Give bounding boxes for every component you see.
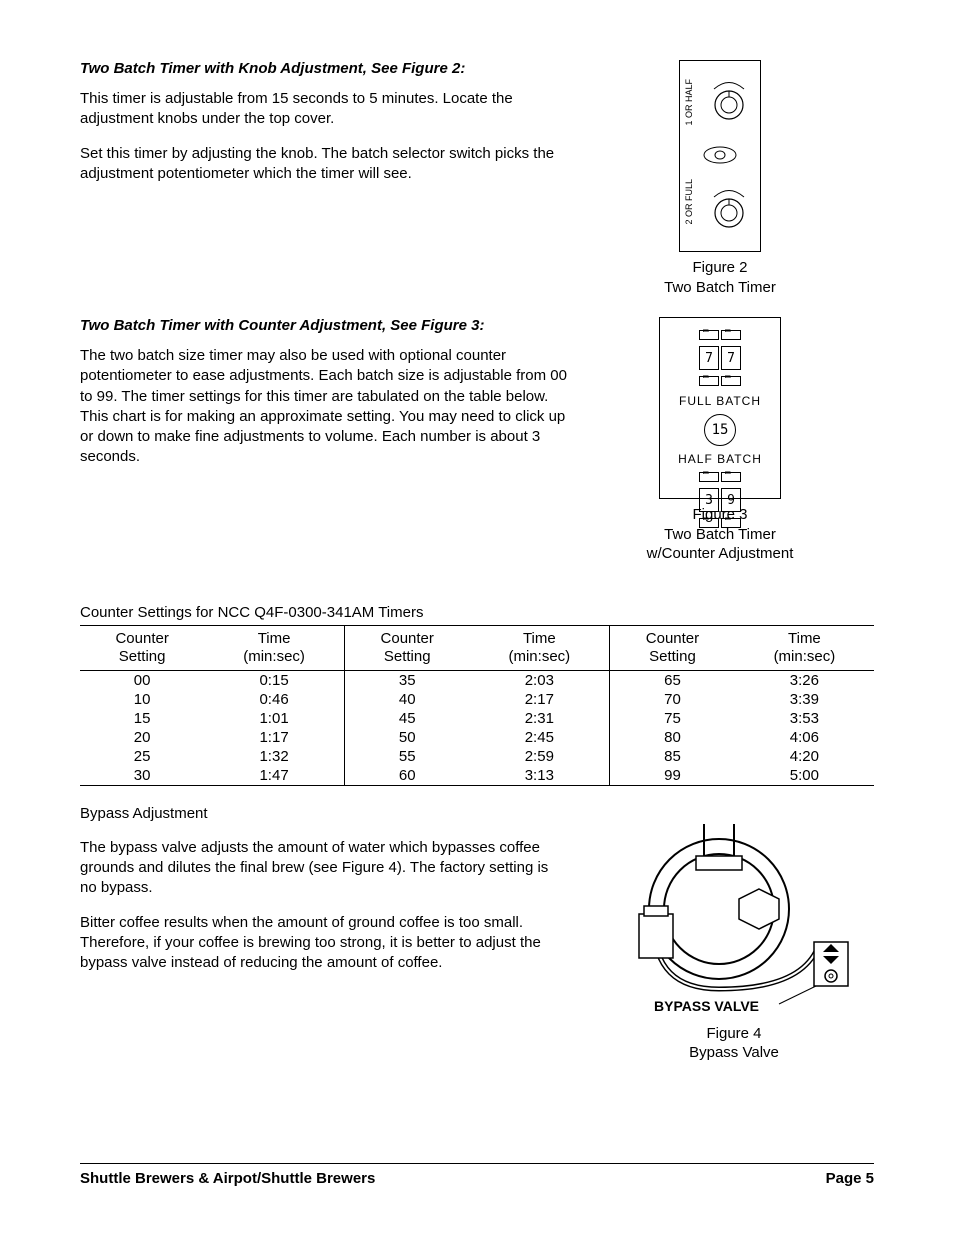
table-header: CounterSetting (344, 625, 469, 670)
table-cell: 75 (610, 709, 735, 728)
slot-icon (699, 376, 719, 386)
slot-icon (721, 376, 741, 386)
table-header: Time(min:sec) (470, 625, 610, 670)
table-cell: 65 (610, 670, 735, 690)
table-cell: 10 (80, 690, 204, 709)
table-cell: 15 (80, 709, 204, 728)
section2-text: Two Batch Timer with Counter Adjustment,… (80, 317, 570, 564)
half-batch-label: HALF BATCH (660, 452, 780, 466)
table-cell: 3:39 (735, 690, 874, 709)
section2-heading: Two Batch Timer with Counter Adjustment,… (80, 317, 570, 334)
slot-icon (699, 472, 719, 482)
section1-p2: Set this timer by adjusting the knob. Th… (80, 144, 570, 185)
bypass-p1: The bypass valve adjusts the amount of w… (80, 838, 564, 899)
table-cell: 1:47 (204, 766, 344, 786)
slot-icon (721, 518, 741, 528)
footer-page: Page 5 (826, 1170, 874, 1187)
table-header: CounterSetting (610, 625, 735, 670)
table-cell: 3:53 (735, 709, 874, 728)
full-batch-label: FULL BATCH (660, 394, 780, 408)
table-cell: 60 (344, 766, 469, 786)
table-cell: 1:32 (204, 747, 344, 766)
table-cell: 50 (344, 728, 469, 747)
section-knob-adjustment: Two Batch Timer with Knob Adjustment, Se… (80, 60, 874, 297)
digit-display: 7 (699, 346, 719, 370)
table-cell: 4:20 (735, 747, 874, 766)
knob-icon (704, 71, 754, 131)
counter-settings-table: CounterSetting Time(min:sec) CounterSett… (80, 625, 874, 786)
slot-icon (699, 518, 719, 528)
fig2-label-half: 1 OR HALF (684, 79, 694, 126)
figure-4-container: BYPASS VALVE Figure 4 Bypass Valve (594, 804, 874, 1063)
digit-display: 9 (721, 488, 741, 512)
section1-heading: Two Batch Timer with Knob Adjustment, Se… (80, 60, 570, 77)
bypass-valve-illustration: BYPASS VALVE (604, 814, 864, 1024)
bypass-valve-label: BYPASS VALVE (654, 998, 759, 1014)
table-cell: 1:17 (204, 728, 344, 747)
table-title: Counter Settings for NCC Q4F-0300-341AM … (80, 604, 874, 621)
table-cell: 5:00 (735, 766, 874, 786)
table-header: Time(min:sec) (204, 625, 344, 670)
table-cell: 1:01 (204, 709, 344, 728)
table-cell: 70 (610, 690, 735, 709)
slot-icon (699, 330, 719, 340)
section1-p1: This timer is adjustable from 15 seconds… (80, 89, 570, 130)
table-cell: 85 (610, 747, 735, 766)
center-dial: 15 (704, 414, 736, 446)
section1-text: Two Batch Timer with Knob Adjustment, Se… (80, 60, 570, 297)
switch-icon (702, 145, 738, 165)
section2-p1: The two batch size timer may also be use… (80, 346, 570, 468)
table-row: 301:47603:13995:00 (80, 766, 874, 786)
table-row: 201:17502:45804:06 (80, 728, 874, 747)
page-footer: Shuttle Brewers & Airpot/Shuttle Brewers… (80, 1163, 874, 1187)
table-cell: 0:15 (204, 670, 344, 690)
table-row: 000:15352:03653:26 (80, 670, 874, 690)
table-cell: 2:45 (470, 728, 610, 747)
table-cell: 35 (344, 670, 469, 690)
table-cell: 45 (344, 709, 469, 728)
slot-icon (721, 472, 741, 482)
table-cell: 3:26 (735, 670, 874, 690)
figure-3-illustration: 77 FULL BATCH 15 HALF BATCH 39 (659, 317, 781, 499)
table-cell: 40 (344, 690, 469, 709)
table-cell: 20 (80, 728, 204, 747)
section-counter-adjustment: Two Batch Timer with Counter Adjustment,… (80, 317, 874, 564)
table-row: 251:32552:59854:20 (80, 747, 874, 766)
bypass-heading: Bypass Adjustment (80, 804, 564, 824)
table-cell: 2:03 (470, 670, 610, 690)
table-header: Time(min:sec) (735, 625, 874, 670)
figure-2-illustration: 1 OR HALF 2 OR FULL (679, 60, 761, 252)
table-row: 151:01452:31753:53 (80, 709, 874, 728)
knob-icon (704, 179, 754, 239)
figure-4-caption: Figure 4 Bypass Valve (594, 1024, 874, 1063)
table-cell: 30 (80, 766, 204, 786)
table-cell: 2:59 (470, 747, 610, 766)
bypass-p2: Bitter coffee results when the amount of… (80, 913, 564, 974)
slot-icon (721, 330, 741, 340)
bypass-text: Bypass Adjustment The bypass valve adjus… (80, 804, 564, 1063)
table-row: 100:46402:17703:39 (80, 690, 874, 709)
figure-2-container: 1 OR HALF 2 OR FULL Figure 2 Two Bat (600, 60, 840, 297)
table-cell: 0:46 (204, 690, 344, 709)
table-cell: 00 (80, 670, 204, 690)
fig2-label-full: 2 OR FULL (684, 179, 694, 225)
table-cell: 80 (610, 728, 735, 747)
table-cell: 99 (610, 766, 735, 786)
figure-2-caption: Figure 2 Two Batch Timer (600, 258, 840, 297)
table-cell: 4:06 (735, 728, 874, 747)
footer-title: Shuttle Brewers & Airpot/Shuttle Brewers (80, 1170, 375, 1187)
table-header: CounterSetting (80, 625, 204, 670)
table-cell: 2:31 (470, 709, 610, 728)
table-cell: 3:13 (470, 766, 610, 786)
digit-display: 3 (699, 488, 719, 512)
table-cell: 55 (344, 747, 469, 766)
digit-display: 7 (721, 346, 741, 370)
table-cell: 25 (80, 747, 204, 766)
table-cell: 2:17 (470, 690, 610, 709)
bypass-section: Bypass Adjustment The bypass valve adjus… (80, 804, 874, 1063)
figure-3-container: 77 FULL BATCH 15 HALF BATCH 39 Figure 3 … (600, 317, 840, 564)
